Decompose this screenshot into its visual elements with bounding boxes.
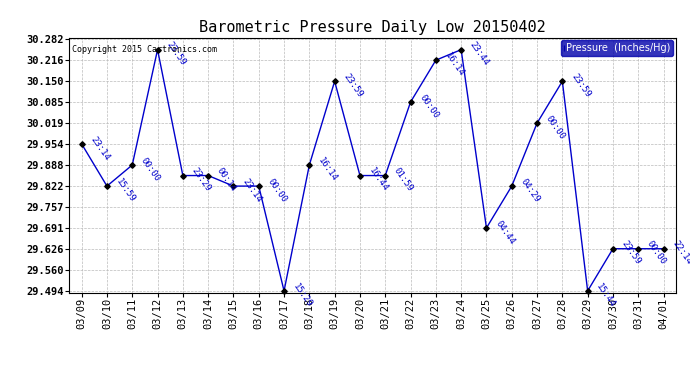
Text: 15:44: 15:44 — [595, 282, 618, 309]
Text: 22:14: 22:14 — [671, 239, 690, 267]
Text: Copyright 2015 Cartronics.com: Copyright 2015 Cartronics.com — [72, 45, 217, 54]
Text: 15:59: 15:59 — [114, 177, 137, 204]
Legend: Pressure  (Inches/Hg): Pressure (Inches/Hg) — [561, 40, 673, 56]
Text: 00:00: 00:00 — [266, 177, 288, 204]
Text: 15:29: 15:29 — [291, 282, 314, 309]
Text: 23:14: 23:14 — [240, 177, 263, 204]
Text: 01:59: 01:59 — [392, 166, 415, 194]
Text: 16:14: 16:14 — [316, 156, 339, 183]
Text: 00:00: 00:00 — [645, 239, 668, 267]
Text: 23:59: 23:59 — [164, 40, 187, 68]
Text: 23:59: 23:59 — [342, 72, 364, 99]
Text: 00:14: 00:14 — [215, 166, 238, 194]
Text: 23:44: 23:44 — [468, 40, 491, 68]
Text: 23:59: 23:59 — [569, 72, 592, 99]
Text: 16:44: 16:44 — [367, 166, 390, 194]
Text: 00:00: 00:00 — [417, 93, 440, 120]
Text: 04:44: 04:44 — [493, 219, 516, 246]
Text: 00:00: 00:00 — [544, 114, 566, 141]
Text: 00:00: 00:00 — [139, 156, 162, 183]
Text: 23:29: 23:29 — [190, 166, 213, 194]
Text: 16:14: 16:14 — [443, 51, 466, 78]
Text: 23:59: 23:59 — [620, 239, 642, 267]
Text: 04:29: 04:29 — [519, 177, 542, 204]
Title: Barometric Pressure Daily Low 20150402: Barometric Pressure Daily Low 20150402 — [199, 20, 546, 35]
Text: 23:14: 23:14 — [88, 135, 111, 162]
